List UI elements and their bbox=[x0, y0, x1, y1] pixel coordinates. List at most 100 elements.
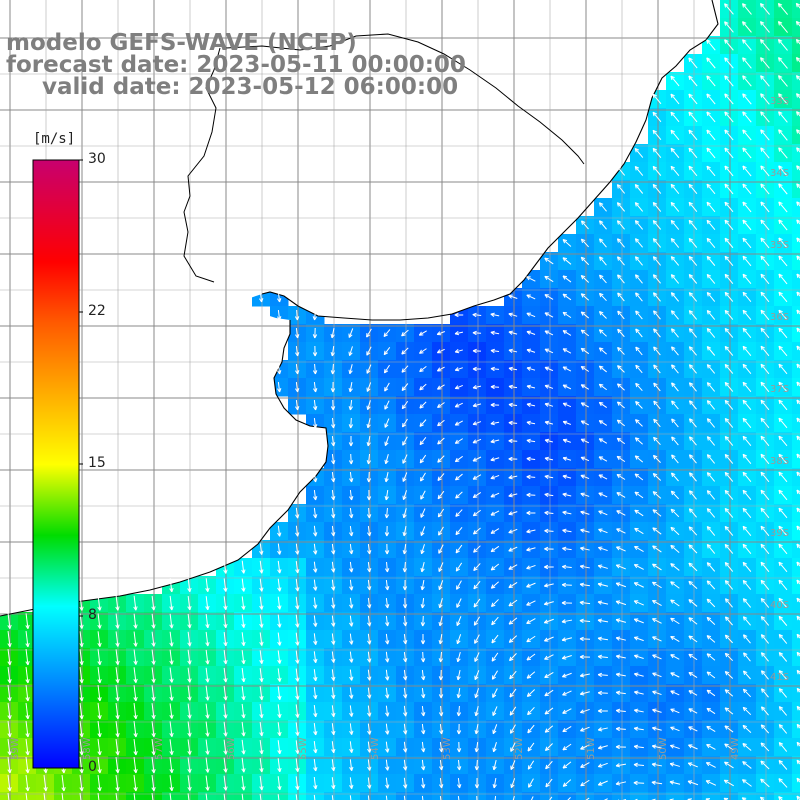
colorbar bbox=[33, 160, 83, 768]
wind-speed-cell bbox=[792, 360, 800, 379]
wind-speed-cell bbox=[792, 720, 800, 739]
wind-speed-cell bbox=[792, 468, 800, 487]
lon-label: 51W bbox=[586, 737, 597, 760]
wind-speed-cell bbox=[792, 630, 800, 649]
wind-speed-cell bbox=[792, 270, 800, 289]
wind-speed-cell bbox=[0, 792, 19, 800]
wind-speed-cell bbox=[792, 108, 800, 127]
wind-speed-cell bbox=[792, 540, 800, 559]
wind-speed-cell bbox=[252, 792, 271, 800]
wind-speed-cell bbox=[360, 792, 379, 800]
wind-speed-cell bbox=[558, 792, 577, 800]
lat-label: 38S bbox=[770, 456, 789, 467]
colorbar-tick-15: 15 bbox=[88, 455, 106, 471]
lon-label: 49W bbox=[730, 737, 741, 760]
wind-speed-cell bbox=[792, 414, 800, 433]
wind-speed-cell bbox=[792, 774, 800, 793]
wind-speed-cell bbox=[450, 792, 469, 800]
wind-speed-cell bbox=[414, 792, 433, 800]
wind-speed-cell bbox=[792, 576, 800, 595]
lon-label: 54W bbox=[370, 737, 381, 760]
lon-label: 50W bbox=[658, 737, 669, 760]
wind-speed-cell bbox=[594, 792, 613, 800]
lon-label: 57W bbox=[154, 737, 165, 760]
wind-speed-cell bbox=[792, 396, 800, 415]
colorbar-tick-8: 8 bbox=[88, 607, 97, 623]
wind-speed-cell bbox=[198, 792, 217, 800]
lon-label: 52W bbox=[514, 737, 525, 760]
lat-label: 36S bbox=[770, 312, 789, 323]
wind-speed-cell bbox=[792, 594, 800, 613]
wind-speed-cell bbox=[792, 162, 800, 181]
wind-speed-cell bbox=[792, 252, 800, 271]
wind-speed-cell bbox=[324, 792, 343, 800]
wind-speed-cell bbox=[792, 198, 800, 217]
colorbar-tick-22: 22 bbox=[88, 303, 106, 319]
lat-label: 40S bbox=[770, 600, 789, 611]
wind-speed-cell bbox=[792, 702, 800, 721]
wind-speed-cell bbox=[792, 504, 800, 523]
wind-speed-cell bbox=[270, 792, 289, 800]
wind-speed-cell bbox=[792, 486, 800, 505]
wind-speed-cell bbox=[18, 792, 37, 800]
wind-speed-cell bbox=[792, 90, 800, 109]
wind-speed-cell bbox=[792, 288, 800, 307]
wind-speed-cell bbox=[630, 792, 649, 800]
wind-speed-cell bbox=[396, 792, 415, 800]
wind-speed-cell bbox=[792, 612, 800, 631]
wind-speed-cell bbox=[792, 558, 800, 577]
colorbar-unit: [m/s] bbox=[33, 131, 75, 147]
wind-speed-cell bbox=[702, 792, 721, 800]
wind-speed-cell bbox=[36, 792, 55, 800]
lat-label: 39S bbox=[770, 528, 789, 539]
colorbar-tick-30: 30 bbox=[88, 151, 106, 167]
lat-label: 33S bbox=[770, 96, 789, 107]
wind-speed-cell bbox=[144, 792, 163, 800]
colorbar-tick-0: 0 bbox=[88, 759, 97, 775]
lon-label: 58W bbox=[82, 737, 93, 760]
wind-speed-cell bbox=[792, 648, 800, 667]
wind-speed-cell bbox=[378, 792, 397, 800]
wind-speed-cell bbox=[306, 792, 325, 800]
wind-speed-cell bbox=[792, 144, 800, 163]
lat-label: 34S bbox=[770, 168, 789, 179]
wind-speed-cell bbox=[54, 792, 73, 800]
wind-speed-cell bbox=[792, 54, 800, 73]
wind-speed-cell bbox=[432, 792, 451, 800]
wind-speed-cell bbox=[792, 126, 800, 145]
wind-speed-cell bbox=[90, 792, 109, 800]
wind-speed-cell bbox=[792, 306, 800, 325]
wind-speed-cell bbox=[792, 342, 800, 361]
lon-label: 55W bbox=[298, 737, 309, 760]
wind-speed-cell bbox=[792, 36, 800, 55]
lon-label: 53W bbox=[442, 737, 453, 760]
valid-date: valid date: 2023-05-12 06:00:00 bbox=[42, 75, 458, 99]
wind-speed-cell bbox=[792, 72, 800, 91]
wind-speed-cell bbox=[792, 666, 800, 685]
wind-speed-cell bbox=[342, 792, 361, 800]
wind-speed-cell bbox=[792, 234, 800, 253]
wind-speed-cell bbox=[792, 378, 800, 397]
wind-speed-cell bbox=[792, 450, 800, 469]
wind-speed-cell bbox=[792, 216, 800, 235]
wind-speed-cell bbox=[126, 792, 145, 800]
wind-speed-cell bbox=[792, 18, 800, 37]
wind-speed-cell bbox=[234, 792, 253, 800]
wind-speed-cell bbox=[216, 792, 235, 800]
wind-speed-cell bbox=[792, 180, 800, 199]
wind-speed-cell bbox=[792, 324, 800, 343]
wind-speed-cell bbox=[756, 792, 775, 800]
wind-speed-cell bbox=[720, 792, 739, 800]
wind-speed-cell bbox=[792, 432, 800, 451]
wind-speed-cell bbox=[738, 792, 757, 800]
wind-speed-cell bbox=[180, 792, 199, 800]
wind-speed-cell bbox=[288, 792, 307, 800]
lon-label: 59W bbox=[10, 737, 21, 760]
lat-label: 41S bbox=[770, 672, 789, 683]
wind-speed-cell bbox=[684, 792, 703, 800]
wind-speed-cell bbox=[792, 684, 800, 703]
wind-speed-cell bbox=[648, 792, 667, 800]
wind-speed-cell bbox=[792, 756, 800, 775]
